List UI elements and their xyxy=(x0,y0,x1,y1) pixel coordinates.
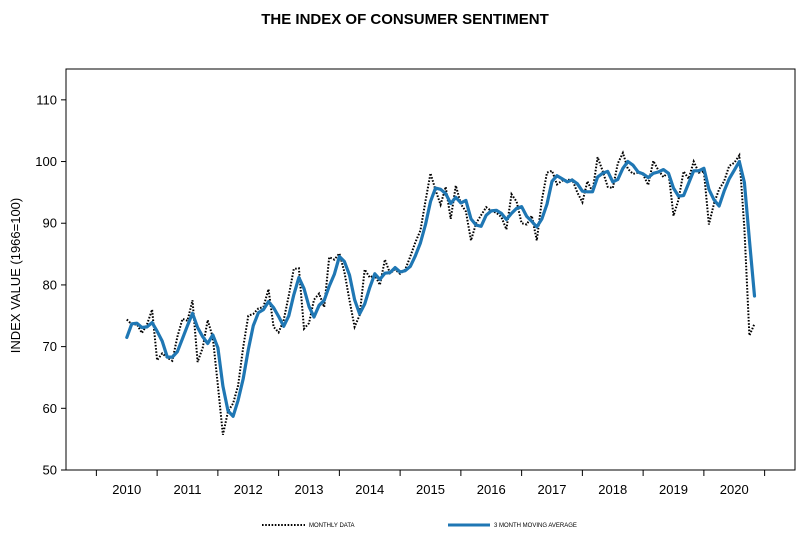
x-tick-label: 2013 xyxy=(295,482,324,497)
axes xyxy=(65,68,796,471)
plot-frame xyxy=(65,68,796,471)
y-axis-ticks: 50 60 70 80 90 100 110 xyxy=(35,92,66,478)
x-tick-label: 2017 xyxy=(538,482,567,497)
y-tick-label: 60 xyxy=(43,401,57,416)
legend-label-3-month-moving-average: 3 MONTH MOVING AVERAGE xyxy=(494,523,577,529)
x-tick-label: 2016 xyxy=(477,482,506,497)
x-tick-label: 2020 xyxy=(720,482,749,497)
y-axis-title: INDEX VALUE (1966=100) xyxy=(8,198,23,353)
x-tick-label: 2019 xyxy=(659,482,688,497)
legend: MONTHLY DATA 3 MONTH MOVING AVERAGE xyxy=(262,523,577,529)
y-tick-label: 100 xyxy=(35,154,57,169)
y-tick-label: 110 xyxy=(36,92,57,107)
series-line-3-month-moving-average xyxy=(125,159,757,418)
y-tick-label: 70 xyxy=(43,339,57,354)
series-monthly-data xyxy=(126,150,756,436)
series-line-monthly-data xyxy=(126,150,756,436)
legend-label-monthly-data: MONTHLY DATA xyxy=(309,523,355,529)
x-tick-label: 2015 xyxy=(416,482,445,497)
series-3-month-moving-average xyxy=(125,159,757,418)
y-tick-label: 50 xyxy=(43,463,57,478)
y-tick-label: 90 xyxy=(43,216,57,231)
chart-title: THE INDEX OF CONSUMER SENTIMENT xyxy=(261,11,549,28)
x-tick-label: 2018 xyxy=(598,482,627,497)
x-tick-label: 2014 xyxy=(355,482,384,497)
series-layer xyxy=(125,150,757,436)
y-tick-label: 80 xyxy=(43,277,57,292)
x-tick-label: 2012 xyxy=(234,482,263,497)
x-axis-ticks: 2010 2011 2012 2013 2014 2015 2016 2017 2018 2019… xyxy=(95,470,766,497)
x-tick-label: 2011 xyxy=(174,482,202,497)
x-tick-label: 2010 xyxy=(112,482,141,497)
